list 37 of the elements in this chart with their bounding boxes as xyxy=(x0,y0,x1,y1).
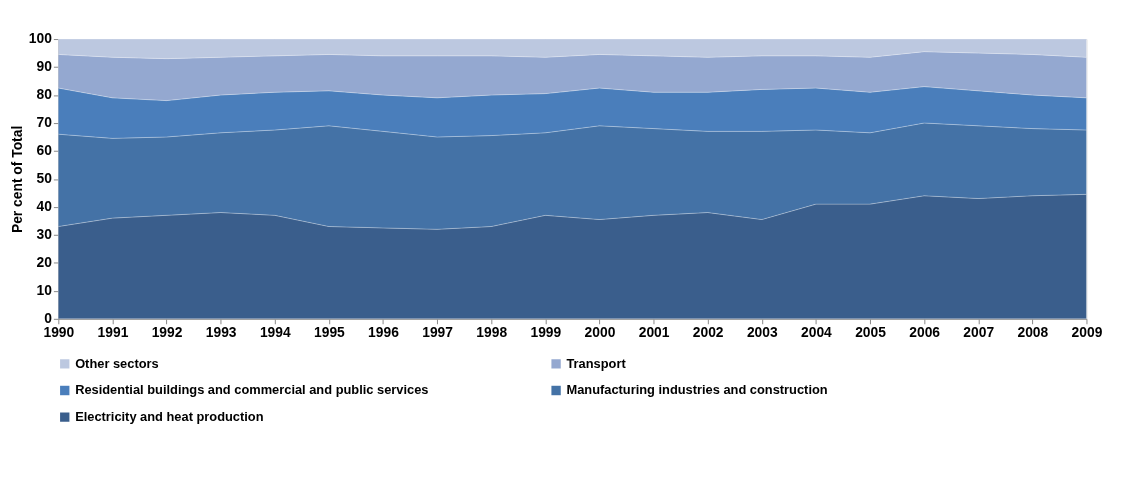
x-tick-label: 1997 xyxy=(422,324,454,341)
x-tick-label: 1994 xyxy=(259,324,291,341)
y-tick-label: 20 xyxy=(36,254,53,271)
y-tick-label: 50 xyxy=(36,170,53,187)
x-tick-label: 2002 xyxy=(692,324,724,341)
x-tick-label: 2001 xyxy=(638,324,670,341)
x-tick-label: 1991 xyxy=(97,324,129,341)
x-tick-label: 1993 xyxy=(205,324,237,341)
y-tick-label: 10 xyxy=(36,282,53,299)
legend-label: Other sectors xyxy=(75,355,159,371)
x-tick-label: 1995 xyxy=(314,324,346,341)
x-tick-label: 2008 xyxy=(1017,324,1049,341)
y-tick-label: 100 xyxy=(28,30,53,47)
y-tick-label: 80 xyxy=(36,86,53,103)
y-tick-label: 30 xyxy=(36,226,53,243)
legend-label: Residential buildings and commercial and public services xyxy=(75,382,429,398)
x-tick-label: 1996 xyxy=(368,324,400,341)
y-tick-label: 70 xyxy=(36,114,53,131)
y-tick-label: 90 xyxy=(36,58,53,75)
x-tick-label: 1998 xyxy=(476,324,508,341)
x-tick-label: 1990 xyxy=(43,324,75,341)
y-axis-title: Per cent of Total xyxy=(8,125,25,234)
x-tick-label: 2000 xyxy=(584,324,616,341)
y-tick-label: 0 xyxy=(44,310,53,327)
legend-label: Transport xyxy=(566,355,627,371)
y-tick-label: 40 xyxy=(36,198,53,215)
x-tick-label: 2005 xyxy=(855,324,887,341)
x-tick-label: 1992 xyxy=(151,324,183,341)
x-tick-label: 1999 xyxy=(530,324,562,341)
x-tick-label: 2007 xyxy=(963,324,995,341)
legend-label: Manufacturing industries and construction xyxy=(566,382,828,398)
y-tick-label: 60 xyxy=(36,142,53,159)
x-tick-label: 2009 xyxy=(1071,324,1103,341)
legend-label: Electricity and heat production xyxy=(75,409,264,425)
x-tick-label: 2004 xyxy=(801,324,833,341)
x-tick-label: 2006 xyxy=(909,324,941,341)
x-tick-label: 2003 xyxy=(746,324,778,341)
